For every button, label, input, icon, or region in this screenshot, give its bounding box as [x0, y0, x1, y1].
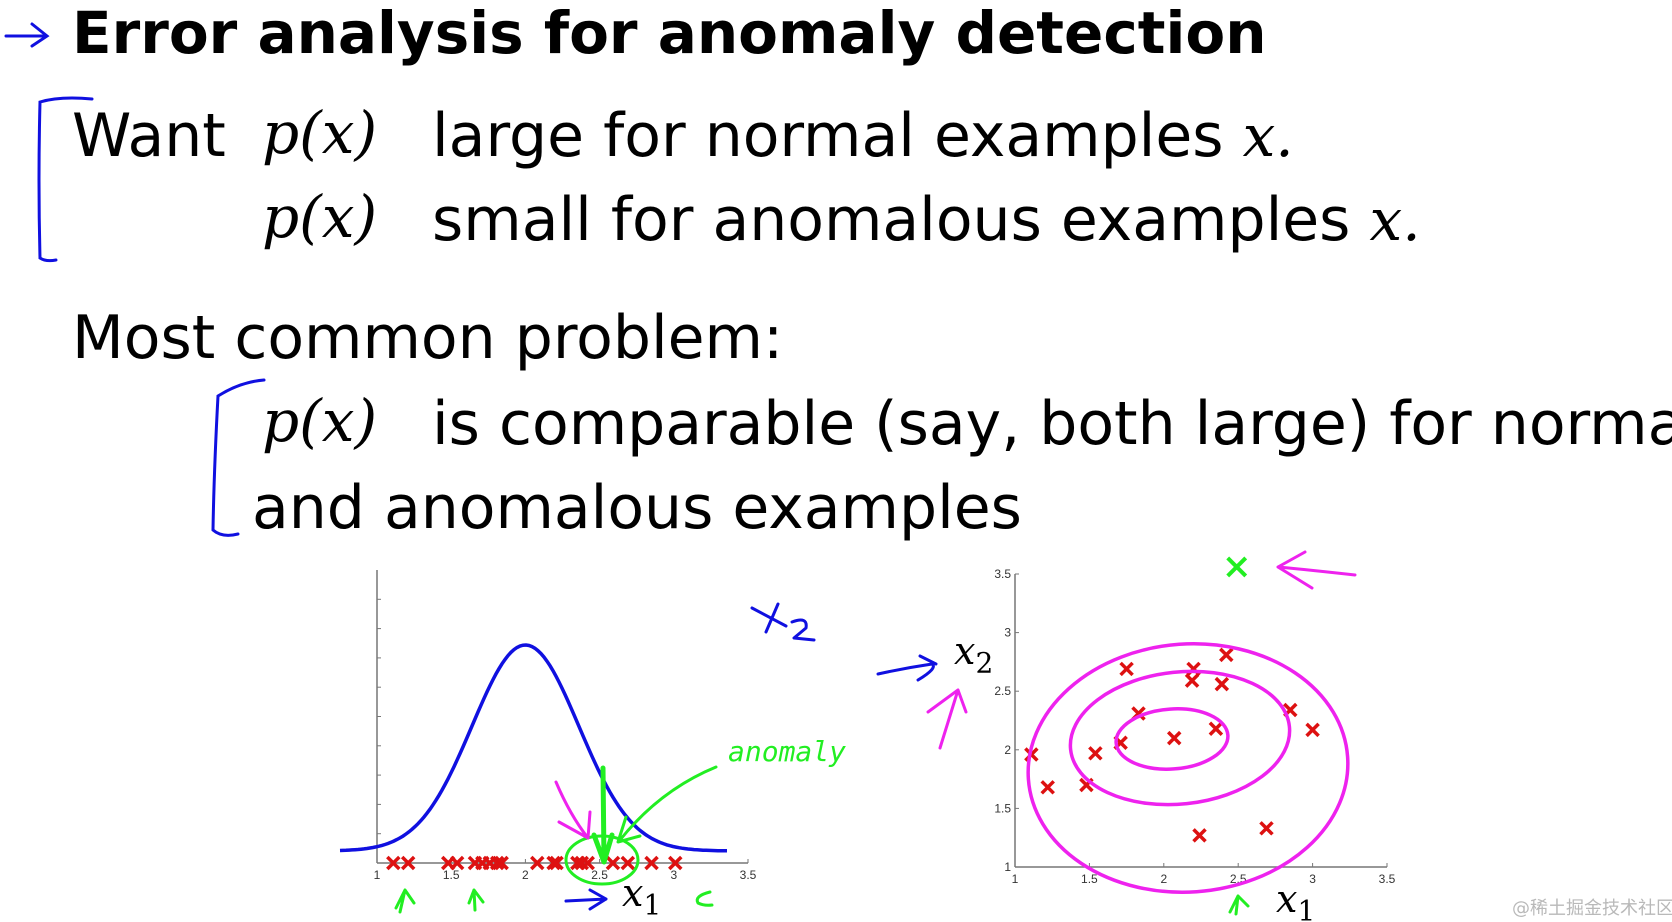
data-point-x-marker	[1305, 722, 1320, 738]
contour-middle	[1068, 669, 1292, 807]
x-tick-label: 1	[1012, 872, 1019, 886]
data-point-x-marker	[530, 855, 545, 871]
want-line2-words: small for anomalous examples	[432, 185, 1351, 255]
x-tick-label: 2	[1160, 872, 1167, 886]
want-line1-text: large for normal examples x.	[432, 106, 1294, 166]
x-tick-label: 3.5	[740, 868, 757, 882]
data-point-x-marker	[386, 855, 401, 871]
y-tick-label: 3.5	[994, 567, 1011, 581]
x-tick-label: 2	[522, 868, 529, 882]
data-point-x-marker	[605, 855, 621, 871]
blue-arrow-icon	[564, 888, 608, 911]
problem-math: p(x)	[262, 387, 378, 455]
anomaly-handwritten-label: anomaly	[728, 735, 847, 768]
want-line2-text: small for anomalous examples x.	[432, 190, 1421, 250]
y-tick-label: 2	[1004, 743, 1011, 757]
data-point-x-marker	[1214, 676, 1230, 692]
contour-outer	[1026, 642, 1350, 894]
right-x2-var: x	[954, 629, 976, 673]
x-tick-label: 1.5	[443, 868, 460, 882]
data-point-x-marker	[1259, 821, 1274, 836]
left-x1-var: x	[622, 871, 644, 915]
contour-inner	[1114, 707, 1230, 771]
want-line2-var: x.	[1369, 186, 1421, 254]
green-up-arrow-icon	[467, 888, 485, 912]
problem-text-line2: and anomalous examples	[252, 473, 1022, 543]
want-label: Want	[72, 101, 226, 171]
x-tick-label: 3	[670, 868, 677, 882]
data-point-x-marker	[494, 855, 509, 871]
anomaly-circle	[564, 834, 640, 886]
slide-title: Error analysis for anomaly detection	[72, 0, 1267, 67]
x-tick-label: 3.5	[1379, 872, 1396, 886]
watermark: @稀土掘金技术社区	[1512, 898, 1672, 919]
x-tick-label: 1	[374, 868, 381, 882]
right-x1-sub: 1	[1297, 894, 1316, 922]
data-point-x-marker	[449, 855, 465, 871]
anomaly-pointer-arrow-icon	[616, 765, 718, 844]
right-plot: 1 1.5 2 2.5 3 3.511.522.533.5	[994, 556, 1396, 886]
y-tick-label: 2.5	[994, 684, 1011, 698]
green-up-arrow-icon	[1228, 894, 1250, 916]
blue-arrow-icon	[876, 654, 938, 682]
magenta-left-arrow-icon	[1276, 550, 1357, 590]
data-point-x-marker	[1208, 721, 1224, 736]
data-point-x-marker	[489, 855, 505, 871]
problem-heading: Most common problem:	[72, 303, 784, 373]
left-x1-sub: 1	[643, 888, 662, 922]
right-x1-var: x	[1276, 877, 1298, 921]
x2-handwritten-two	[790, 618, 816, 642]
data-point-x-marker	[1119, 661, 1134, 677]
y-tick-label: 1.5	[994, 801, 1011, 815]
bracket-want	[37, 96, 94, 263]
x-tick-label: 2.5	[591, 868, 608, 882]
data-point-x-marker	[644, 855, 659, 871]
want-line2-math: p(x)	[262, 183, 378, 251]
want-line1-var: x.	[1242, 102, 1294, 170]
magenta-arrow-icon	[554, 780, 592, 840]
x-tick-label: 3	[1309, 872, 1316, 886]
magenta-up-arrow-icon	[926, 688, 968, 750]
green-bracket-mark	[695, 890, 714, 907]
left-annotations	[394, 602, 816, 914]
data-point-x-marker	[1186, 661, 1201, 677]
data-point-x-marker	[668, 855, 683, 871]
contour-lines	[1026, 642, 1350, 894]
right-x1-label: x1	[1276, 880, 1315, 922]
green-up-arrow-icon	[394, 888, 416, 914]
data-point-x-marker	[546, 855, 561, 871]
data-point-x-marker	[1088, 746, 1103, 761]
data-point-x-marker	[1040, 780, 1055, 795]
data-point-x-marker	[620, 855, 636, 871]
x-tick-label: 1.5	[1081, 872, 1098, 886]
right-x2-label: x2	[954, 632, 993, 678]
data-point-x-marker	[1192, 828, 1207, 843]
y-tick-label: 3	[1004, 626, 1011, 640]
left-plot: 1 1.5 2 2.5 3 3.5	[339, 570, 757, 882]
want-line1-words: large for normal examples	[432, 101, 1224, 171]
anomaly-point-x-marker	[1226, 556, 1248, 578]
problem-text-line1: is comparable (say, both large) for norm…	[432, 389, 1672, 459]
want-line1-math: p(x)	[262, 99, 378, 167]
data-point-x-marker	[1219, 647, 1234, 663]
right-annotations	[876, 550, 1357, 916]
anomaly-down-arrow-icon	[591, 765, 615, 865]
density-curve	[339, 643, 727, 853]
right-x2-sub: 2	[975, 646, 994, 680]
bracket-problem	[211, 378, 266, 537]
data-point-x-marker	[1166, 730, 1182, 746]
data-point-x-marker	[400, 855, 416, 871]
data-point-x-marker	[549, 855, 564, 871]
x2-handwritten-mark	[750, 602, 788, 634]
left-x1-label: x1	[622, 874, 661, 920]
data-point-x-marker	[1184, 673, 1200, 688]
data-point-x-marker	[580, 855, 595, 871]
title-arrow-icon	[4, 22, 50, 48]
y-tick-label: 1	[1004, 860, 1011, 874]
